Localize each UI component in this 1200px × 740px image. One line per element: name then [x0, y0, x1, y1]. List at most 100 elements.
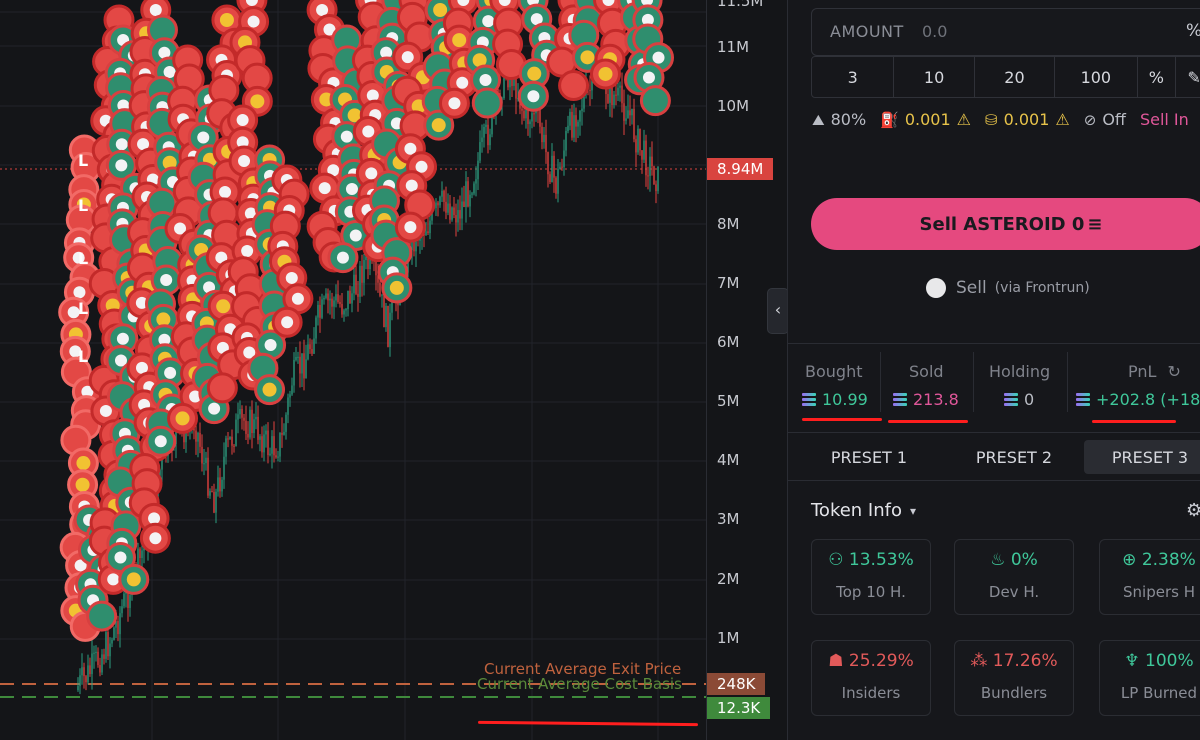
candle-body [307, 344, 309, 360]
candle-body [627, 110, 629, 119]
ghost-icon [115, 138, 128, 151]
ghost-icon [114, 551, 127, 564]
flame-icon: ♆ [1124, 651, 1140, 671]
candle-body [363, 260, 365, 283]
candle-body [527, 106, 529, 125]
price-chart[interactable]: L L L L L Current Average Exit Price Current… [0, 0, 706, 740]
bribe-setting[interactable]: ⛁ 0.001 ⚠ [985, 110, 1070, 129]
quick-amount-button[interactable]: 10 [894, 57, 975, 97]
candle-body [575, 115, 577, 127]
candle-body [243, 417, 245, 421]
candle-body [245, 420, 247, 434]
trade-marker [639, 85, 671, 117]
amount-input[interactable] [920, 21, 1124, 42]
ghost-icon [340, 130, 353, 143]
ghost-icon [456, 76, 469, 89]
slippage-setting[interactable]: ⛰ 80% [812, 110, 866, 129]
holding-label: Holding [989, 362, 1051, 381]
candle-body [311, 349, 313, 354]
ghost-icon [318, 182, 331, 195]
candle-body [115, 621, 117, 628]
ghost-icon [247, 15, 260, 28]
limit-order-marker: L [78, 299, 88, 318]
priority-fee-setting[interactable]: ⛽ 0.001 ⚠ [880, 110, 971, 129]
preset-tabs: PRESET 1 PRESET 2 PRESET 3 [788, 432, 1200, 481]
candle-body [263, 434, 265, 453]
candle-body [251, 409, 253, 433]
ghost-icon [415, 160, 428, 173]
amount-label: AMOUNT [830, 22, 904, 41]
ghost-icon [135, 361, 148, 374]
ghost-icon [285, 271, 298, 284]
tab-preset-1[interactable]: PRESET 1 [830, 447, 908, 467]
ghost-icon [135, 296, 148, 309]
tab-preset-2[interactable]: PRESET 2 [975, 447, 1053, 467]
candle-body [563, 150, 565, 168]
candle-body [275, 455, 277, 458]
pnl-stat[interactable]: PnL ↻ +202.8 (+184 [1068, 344, 1200, 432]
candle-body [317, 304, 319, 318]
candle-body [503, 59, 505, 99]
candle-body [469, 194, 471, 207]
candle-body [507, 73, 509, 88]
sell-button[interactable]: Sell ASTEROID 0 ≡ [811, 198, 1200, 250]
crosshair-icon: ⊕ [1122, 550, 1137, 570]
y-tick: 10M [717, 97, 750, 115]
mev-setting[interactable]: ⊘ Off [1084, 110, 1126, 129]
token-info-toggle[interactable]: Token Info ▾ [811, 500, 916, 521]
percent-mode-button[interactable]: % [1138, 57, 1177, 97]
emoji-icon [527, 66, 542, 81]
candle-body [465, 181, 467, 207]
candle-body [351, 293, 353, 304]
candle-body [383, 294, 385, 328]
ghost-icon [281, 316, 294, 329]
candle-body [175, 430, 177, 445]
token-info-settings-icon[interactable]: ⚙ [1186, 500, 1200, 521]
quick-amount-button[interactable]: 100 [1055, 57, 1138, 97]
ghost-icon [219, 185, 232, 198]
candle-body [319, 304, 321, 318]
candle-body [379, 282, 381, 296]
quick-amount-button[interactable]: 3 [812, 57, 895, 97]
collapse-panel-button[interactable]: ‹ [767, 288, 789, 334]
token-stat-card: ⚇ 13.53% Top 10 H. [811, 539, 931, 615]
ghost-icon [158, 46, 171, 59]
candle-body [439, 196, 441, 206]
candle-body [235, 419, 237, 447]
candle-body [247, 433, 249, 438]
candle-body [381, 294, 383, 296]
refresh-icon[interactable]: ↻ [1167, 362, 1181, 381]
quick-amount-button[interactable]: 20 [975, 57, 1056, 97]
tab-preset-3[interactable]: PRESET 3 [1084, 440, 1200, 474]
emoji-icon [452, 33, 467, 48]
ghost-icon [189, 390, 202, 403]
candle-body [123, 593, 125, 607]
amount-field[interactable]: AMOUNT % [811, 8, 1200, 56]
ghost-icon [236, 136, 249, 149]
candle-body [111, 639, 113, 644]
candle-body [571, 111, 573, 138]
users-icon: ⚇ [828, 550, 844, 570]
candle-body [483, 126, 485, 138]
trade-settings-row[interactable]: ⛰ 80% ⛽ 0.001 ⚠ ⛁ 0.001 ⚠ ⊘ Off Sell In [812, 110, 1200, 129]
candle-body [357, 293, 359, 297]
candle-body [201, 446, 203, 464]
emoji-icon [216, 299, 231, 314]
bought-label: Bought [805, 362, 863, 381]
candle-body [95, 651, 97, 654]
percent-toggle[interactable]: % [1186, 21, 1200, 41]
candle-body [643, 140, 645, 160]
holding-value: 0 [1024, 390, 1035, 409]
candle-body [577, 121, 579, 127]
sell-init-link[interactable]: Sell In [1139, 110, 1189, 129]
candle-body [287, 397, 289, 415]
limit-order-marker: L [78, 151, 88, 170]
snipers-label: Snipers H [1123, 583, 1195, 601]
ghost-icon [602, 0, 615, 6]
chart-canvas[interactable]: L L L L L [0, 0, 706, 740]
candle-body [655, 184, 657, 192]
candle-body [341, 304, 343, 315]
edit-presets-button[interactable]: ✎ [1187, 67, 1200, 87]
candle-body [119, 613, 121, 635]
frontrun-sell-button[interactable]: Sell (via Frontrun) [926, 278, 1090, 298]
